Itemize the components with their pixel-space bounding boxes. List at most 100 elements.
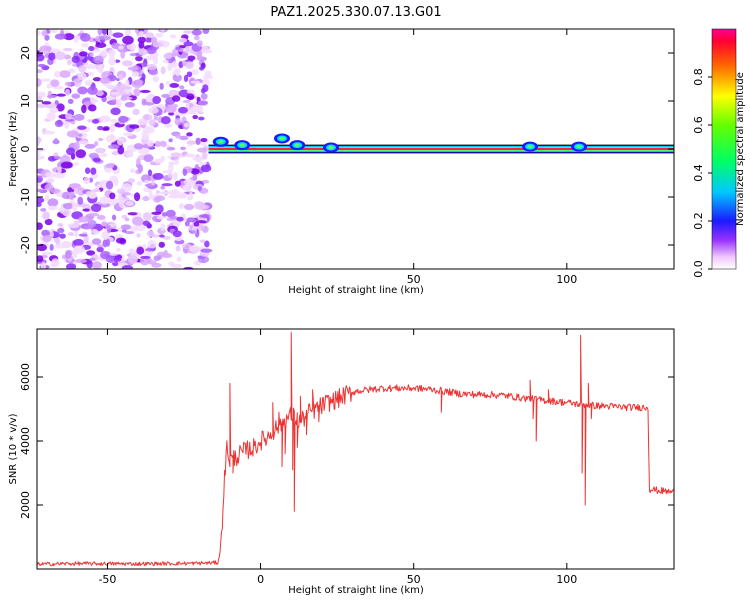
snr-y-tick-label: 4000 [19,427,32,455]
noise-speckle [189,106,198,113]
noise-speckle [83,177,91,185]
noise-speckle [74,35,79,44]
colorbar-tick-label: 0.8 [692,68,705,86]
noise-speckle [101,231,110,239]
noise-speckle [166,146,176,151]
noise-speckle [68,191,75,201]
noise-speckle [37,103,47,109]
noise-speckle [182,168,188,176]
noise-speckle [163,53,173,60]
noise-speckle [160,185,166,190]
noise-speckle [73,238,84,247]
noise-speckle [107,197,117,206]
noise-speckle [163,249,168,256]
noise-speckle [73,114,85,121]
noise-speckle [172,171,178,181]
noise-speckle [177,192,188,198]
noise-speckle [107,144,120,150]
colorbar-gradient [712,29,736,269]
noise-speckle [147,169,153,177]
noise-speckle [162,235,171,240]
noise-speckle [171,61,178,68]
noise-speckle [51,258,60,268]
noise-speckle [71,55,80,64]
snr-y-tick-label: 2000 [19,491,32,519]
noise-speckle [37,95,42,102]
noise-speckle [101,29,108,35]
noise-speckle [110,107,121,116]
noise-speckle [95,147,106,154]
noise-speckle [162,59,169,64]
noise-speckle [90,229,99,234]
colorbar-tick-label: 0.0 [692,260,705,278]
noise-speckle [179,135,189,141]
noise-speckle [179,85,185,90]
noise-speckle [109,192,116,200]
noise-speckle [73,161,79,166]
noise-speckle [62,47,73,52]
noise-speckle [174,158,179,166]
noise-speckle [37,182,41,188]
noise-speckle [115,98,122,108]
snr-y-tick-label: 6000 [19,363,32,391]
noise-speckle [47,198,59,207]
noise-speckle [95,42,107,48]
snr-y-axis: 2000 4000 6000 [19,363,674,519]
noise-speckle [191,29,202,36]
noise-speckle [76,189,83,195]
noise-speckle [172,73,182,82]
signal-blob-peak [328,146,334,150]
noise-speckle [184,153,196,158]
noise-speckle [137,49,148,56]
snr-x-tick-label: -50 [98,573,116,586]
noise-speckle [75,149,87,159]
signal-blob-peak [527,145,533,149]
noise-speckle [202,29,210,34]
noise-speckle [183,74,189,83]
noise-speckle [141,132,150,141]
noise-speckle [198,161,207,166]
noise-speckle [124,29,132,36]
noise-speckle [186,71,193,78]
noise-speckle [179,202,184,210]
noise-speckle [40,262,47,269]
noise-speckle [120,49,126,59]
noise-speckle [88,104,97,112]
noise-speckle [146,63,157,71]
noise-speckle [54,70,61,78]
colorbar-ticks: 0.0 0.2 0.4 0.6 0.8 [692,68,712,278]
noise-speckle [200,164,212,173]
noise-speckle [168,190,177,195]
noise-speckle [160,155,166,162]
noise-speckle [81,104,87,114]
noise-speckle [124,217,130,222]
spectrogram-y-tick-label: -20 [19,236,32,254]
signal-band-core [208,148,674,150]
snr-panel: -50 0 50 100 2000 4000 6000 Height of straigh… [8,328,675,596]
noise-speckle [146,140,155,147]
noise-speckle [160,66,166,75]
noise-speckle [105,163,115,169]
noise-speckle [54,244,66,249]
noise-speckle [77,140,90,145]
noise-speckle [148,119,156,127]
noise-speckle [159,82,164,90]
colorbar-label: Normalized spectral amplitude [735,72,746,226]
snr-y-label: SNR (10 * v/v) [8,413,19,484]
snr-x-label: Height of straight line (km) [288,585,424,596]
noise-speckle [200,248,213,253]
noise-speckle [140,255,151,259]
noise-speckle [183,179,194,185]
noise-speckle [109,123,116,133]
noise-speckle [199,239,206,243]
noise-speckle [117,145,125,155]
noise-speckle [143,154,154,163]
noise-speckle [120,86,133,90]
noise-speckle [152,75,160,83]
noise-speckle [60,161,73,169]
noise-speckle [168,163,174,173]
noise-speckle [46,83,52,89]
signal-blob-peak [576,145,582,149]
noise-speckle [133,143,144,150]
noise-speckle [183,203,195,211]
